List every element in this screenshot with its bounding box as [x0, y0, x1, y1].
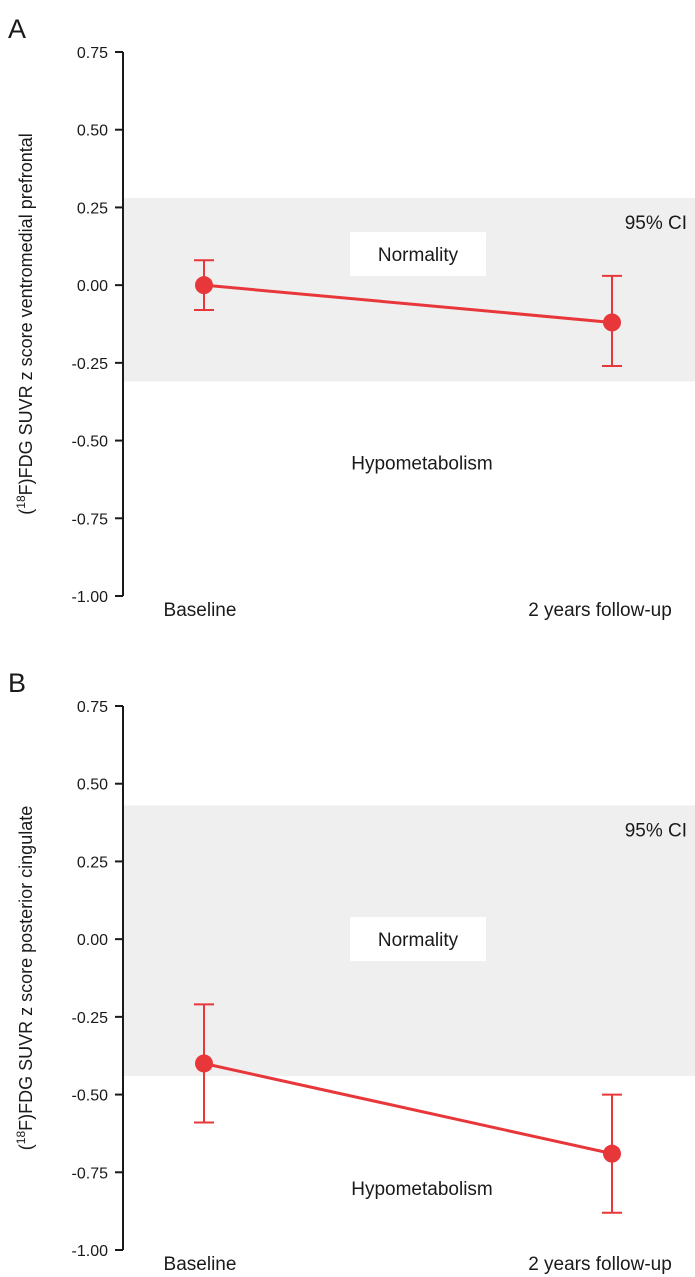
normality-label-box: [350, 917, 486, 962]
y-tick-label: -0.25: [72, 356, 109, 373]
chart-a-svg: A 95% CI Normality Hypometabolism 0.75 0.…: [8, 14, 695, 620]
y-tick-label: -0.75: [72, 511, 109, 528]
y-axis-label-sup: 18: [14, 495, 28, 509]
series-line: [203, 1062, 613, 1156]
y-tick-label: 0.75: [77, 45, 108, 62]
y-tick-label: -0.50: [72, 1088, 109, 1105]
x-category-label: 2 years follow-up: [528, 600, 672, 620]
panel-letter-b: B: [8, 668, 26, 698]
y-tick-label: 0.25: [77, 200, 108, 217]
y-axis-label-main: F)FDG SUVR z score posterior cingulate: [16, 806, 36, 1131]
y-axis-label-sup: 18: [14, 1131, 28, 1145]
y-tick-label: 0.25: [77, 854, 108, 871]
y-tick-label: 0.50: [77, 123, 108, 140]
ci-label: 95% CI: [625, 820, 687, 841]
y-tick-label: -0.50: [72, 434, 109, 451]
data-point: [195, 276, 213, 295]
y-tick-label: -0.75: [72, 1165, 109, 1182]
chart-panel-b: B 95% CI Normality Hypometabolism 0.75 0.…: [0, 654, 695, 1274]
y-axis-label: (18F)FDG SUVR z score posterior cingulat…: [14, 806, 36, 1150]
chart-panel-a: A 95% CI Normality Hypometabolism 0.75 0.…: [0, 0, 695, 620]
hypometabolism-label: Hypometabolism: [351, 1179, 493, 1200]
ci-band: [123, 198, 695, 382]
y-axis-label-prefix: (: [16, 1144, 36, 1150]
normality-label-box: [350, 232, 486, 277]
y-tick-label: -0.25: [72, 1010, 109, 1027]
data-point: [603, 1144, 621, 1163]
panel-letter-a: A: [8, 14, 26, 44]
chart-b-svg: B 95% CI Normality Hypometabolism 0.75 0.…: [8, 668, 695, 1274]
y-tick-label: 0.00: [77, 932, 108, 949]
y-axis-label: (18F)FDG SUVR z score ventromedial prefr…: [14, 133, 36, 514]
data-point: [195, 1054, 213, 1073]
normality-label: Normality: [378, 930, 459, 951]
y-tick-label: -1.00: [72, 589, 109, 606]
y-tick-label: -1.00: [72, 1243, 109, 1260]
y-axis-label-main: F)FDG SUVR z score ventromedial prefront…: [16, 133, 36, 495]
series-line: [203, 283, 613, 324]
y-tick-label: 0.50: [77, 777, 108, 794]
y-axis-label-prefix: (: [16, 509, 36, 515]
hypometabolism-label: Hypometabolism: [351, 453, 493, 474]
data-point: [603, 313, 621, 332]
y-tick-label: 0.75: [77, 699, 108, 716]
normality-label: Normality: [378, 245, 459, 266]
x-category-label: 2 years follow-up: [528, 1254, 672, 1274]
y-tick-label: 0.00: [77, 278, 108, 295]
ci-label: 95% CI: [625, 213, 687, 234]
x-category-label: Baseline: [164, 600, 237, 620]
x-category-label: Baseline: [164, 1254, 237, 1274]
